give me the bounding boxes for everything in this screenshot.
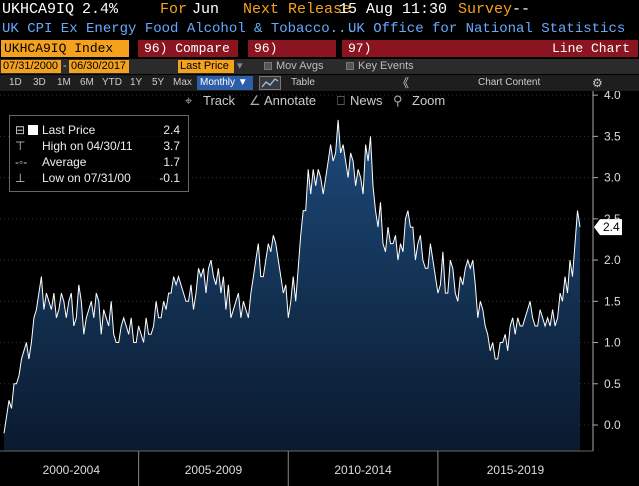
legend-low-value: -0.1 <box>159 171 180 185</box>
y-tick-label: 3.5 <box>604 129 621 143</box>
legend-last-price-label: Last Price <box>42 123 96 137</box>
edit-menu[interactable]: 97) Edit ▾ <box>342 40 400 73</box>
next-release-value: 15 Aug 11:30 <box>339 1 448 18</box>
gear-icon[interactable]: ⚙ <box>592 76 603 90</box>
last-value: 2.4% <box>82 1 119 18</box>
y-tick-label: 0.0 <box>604 418 621 432</box>
track-button[interactable]: Track <box>203 93 236 108</box>
collapse-icon[interactable]: 《 <box>397 76 410 90</box>
x-tick-label: 2005-2009 <box>185 463 243 477</box>
legend-average-label: Average <box>42 155 87 169</box>
annotate-button[interactable]: Annotate <box>264 93 317 108</box>
y-tick-label: 3.0 <box>604 171 621 185</box>
for-label: For <box>160 1 188 18</box>
key-events-checkbox[interactable] <box>346 62 354 70</box>
security-description-row: UK CPI Ex Energy Food Alcohol & Tobacco.… <box>0 20 639 39</box>
y-tick-label: 0.5 <box>604 377 621 391</box>
range-5y[interactable]: 5Y <box>152 77 165 88</box>
range-3d[interactable]: 3D <box>33 77 46 88</box>
security-field[interactable]: UKHCA9IQ Index <box>1 40 129 57</box>
period-select[interactable]: Monthly ▼ <box>197 76 253 90</box>
chart-legend[interactable]: ⊟ Last Price 2.4 ⊤ High on 04/30/11 3.7 … <box>9 115 189 192</box>
y-tick-label: 2.0 <box>604 253 621 267</box>
x-tick-label: 2015-2019 <box>487 463 545 477</box>
date-options-row: 07/31/2000 - 06/30/2017 Last Price ▾ Mov… <box>0 59 639 74</box>
annotate-icon[interactable]: ∠ <box>249 93 261 108</box>
actions-menu[interactable]: 96) Actions ▾ <box>248 40 336 73</box>
range-ytd[interactable]: YTD <box>102 77 122 88</box>
legend-last-price-value: 2.4 <box>163 123 180 137</box>
field-select[interactable]: Last Price <box>178 60 234 73</box>
chart-style-icon[interactable] <box>259 76 281 90</box>
high-marker-icon: ⊤ <box>15 139 26 153</box>
last-value-tag-label: 2.4 <box>603 220 620 234</box>
last-value-tag <box>594 219 622 236</box>
ticker-symbol: UKHCA9IQ <box>2 1 75 18</box>
low-marker-icon: ⊥ <box>15 171 26 185</box>
range-1d[interactable]: 1D <box>9 77 22 88</box>
price-chart[interactable]: 4.03.53.02.52.01.51.00.50.0 2000-2004 200… <box>0 91 639 486</box>
survey-value: -- <box>512 1 531 18</box>
key-events-label: Key Events <box>358 60 414 72</box>
next-release-label: Next Release <box>243 1 352 18</box>
zoom-icon[interactable]: ⚲ <box>393 93 403 108</box>
range-6m[interactable]: 6M <box>80 77 94 88</box>
legend-low-label: Low on 07/31/00 <box>42 171 131 185</box>
range-row: 1D 3D 1M 6M YTD 1Y 5Y Max Monthly ▼ Tabl… <box>0 75 639 91</box>
field-dropdown-icon[interactable]: ▾ <box>237 60 243 72</box>
mov-avgs-label: Mov Avgs <box>276 60 324 72</box>
range-1y[interactable]: 1Y <box>130 77 143 88</box>
table-button[interactable]: Table <box>291 77 315 88</box>
track-icon[interactable]: ⌖ <box>185 93 193 108</box>
zoom-button[interactable]: Zoom <box>412 93 446 108</box>
survey-label: Survey <box>458 1 513 18</box>
for-value: Jun <box>192 1 220 18</box>
price-line <box>3 119 581 434</box>
y-tick-label: 1.5 <box>604 294 621 308</box>
legend-high-value: 3.7 <box>163 139 180 153</box>
news-icon[interactable]: ⎕ <box>337 93 345 108</box>
data-source: UK Office for National Statistics <box>348 21 626 37</box>
date-separator: - <box>63 60 67 72</box>
x-tick-label: 2010-2014 <box>334 463 392 477</box>
end-date-input[interactable]: 06/30/2017 <box>69 60 129 73</box>
range-1m[interactable]: 1M <box>57 77 71 88</box>
average-marker-icon: -◦- <box>15 155 28 169</box>
main-toolbar: UKHCA9IQ Index 96) Compare 96) Actions ▾… <box>0 39 639 73</box>
legend-collapse-icon[interactable]: ⊟ <box>15 123 26 137</box>
y-tick-label: 1.0 <box>604 336 621 350</box>
compare-button[interactable]: 96) Compare <box>138 40 238 57</box>
start-date-input[interactable]: 07/31/2000 <box>1 60 61 73</box>
news-button[interactable]: News <box>350 93 383 108</box>
last-price-swatch <box>28 125 38 135</box>
security-description: UK CPI Ex Energy Food Alcohol & Tobacco.… <box>2 21 355 37</box>
price-area <box>4 119 580 452</box>
y-tick-label: 4.0 <box>604 91 621 102</box>
legend-high-label: High on 04/30/11 <box>42 139 133 153</box>
x-tick-label: 2000-2004 <box>43 463 101 477</box>
security-header: UKHCA9IQ 2.4% For Jun Next Release 15 Au… <box>0 0 639 20</box>
mov-avgs-checkbox[interactable] <box>264 62 272 70</box>
range-max[interactable]: Max <box>173 77 192 88</box>
legend-average-value: 1.7 <box>163 155 180 169</box>
chart-type-label[interactable]: Line Chart <box>400 40 638 57</box>
chart-content-button[interactable]: Chart Content <box>478 77 541 88</box>
